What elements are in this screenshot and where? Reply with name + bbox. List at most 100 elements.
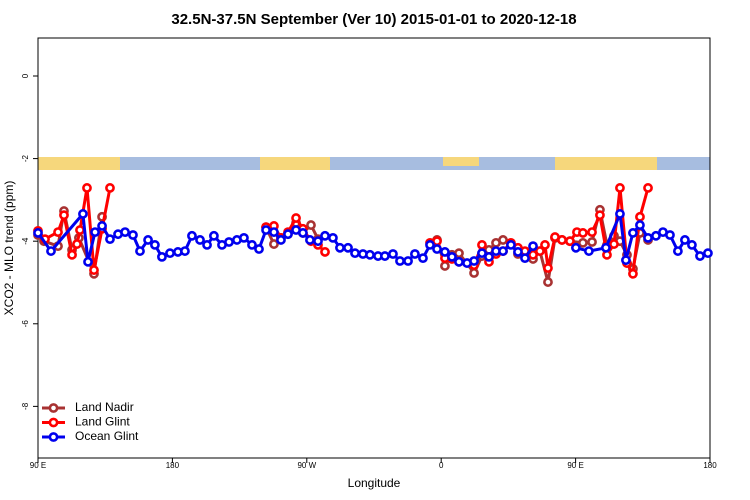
data-point	[143, 235, 153, 245]
data-point	[506, 240, 516, 250]
data-point	[665, 230, 675, 240]
data-point	[320, 230, 330, 241]
data-point	[440, 247, 450, 257]
data-point	[425, 240, 435, 250]
data-point	[578, 237, 588, 248]
legend-label: Land Glint	[75, 415, 130, 429]
data-point	[313, 236, 323, 247]
x-tick-label: 180	[166, 461, 180, 470]
data-point	[583, 246, 594, 256]
data-point	[672, 246, 683, 256]
data-point	[261, 225, 271, 235]
data-point	[410, 249, 420, 259]
data-point	[615, 183, 625, 193]
legend-marker	[48, 432, 59, 442]
y-tick-label: -6	[21, 320, 30, 328]
data-point	[180, 246, 190, 256]
data-point	[328, 232, 338, 243]
data-point	[695, 251, 705, 261]
x-axis-label: Longitude	[348, 476, 401, 490]
data-point	[477, 248, 487, 259]
data-point	[343, 242, 353, 253]
data-point	[202, 240, 212, 250]
legend-marker	[48, 417, 59, 428]
data-point	[187, 230, 197, 241]
data-point	[601, 242, 611, 253]
data-point	[635, 211, 645, 222]
data-point	[513, 247, 523, 257]
data-point	[469, 256, 479, 266]
data-point	[440, 261, 450, 271]
legend-marker	[48, 403, 59, 413]
data-point	[72, 239, 82, 249]
data-point	[621, 255, 631, 266]
land-strip	[260, 157, 330, 170]
data-point	[528, 241, 538, 252]
data-point	[651, 230, 661, 241]
data-point	[565, 236, 575, 247]
ocean-strip	[38, 157, 710, 170]
data-point	[643, 183, 653, 193]
data-point	[83, 256, 93, 267]
data-point	[498, 235, 508, 245]
chart-title: 32.5N-37.5N September (Ver 10) 2015-01-0…	[171, 11, 576, 28]
series	[33, 209, 713, 268]
plot-frame	[37, 37, 711, 459]
data-point	[46, 246, 56, 256]
data-point	[570, 242, 581, 253]
land-ocean-strip	[38, 157, 710, 170]
data-point	[120, 227, 130, 238]
legend-label: Land Nadir	[75, 400, 134, 414]
data-point	[97, 221, 107, 231]
data-point	[239, 232, 249, 243]
data-point	[454, 248, 464, 259]
data-point	[269, 239, 279, 249]
data-point	[643, 232, 653, 243]
data-point	[335, 242, 345, 253]
data-point	[59, 210, 69, 221]
data-point	[543, 263, 553, 273]
data-point	[388, 249, 398, 259]
data-point	[680, 235, 690, 245]
data-point	[454, 256, 464, 267]
data-point	[283, 229, 293, 240]
data-point	[82, 183, 92, 193]
data-point	[628, 268, 638, 279]
x-tick-label: 90 E	[30, 461, 46, 470]
data-point	[380, 251, 390, 261]
data-point	[291, 213, 301, 223]
data-point	[484, 251, 494, 262]
data-point	[105, 234, 115, 245]
data-point	[477, 240, 487, 250]
data-point	[157, 251, 167, 262]
data-point	[209, 230, 219, 241]
x-tick-label: 180	[703, 461, 717, 470]
data-point	[298, 228, 308, 238]
data-point	[254, 244, 264, 254]
data-point	[105, 183, 115, 193]
data-point	[687, 240, 697, 250]
data-point	[247, 240, 257, 250]
data-point	[75, 225, 85, 235]
data-point	[135, 246, 145, 256]
data-point	[395, 256, 405, 266]
data-point	[447, 251, 457, 262]
data-point	[557, 235, 567, 245]
data-point	[90, 227, 100, 238]
data-point	[635, 220, 645, 230]
data-point	[578, 228, 588, 238]
y-tick-label: -8	[21, 402, 30, 410]
data-point	[628, 228, 638, 238]
data-point	[609, 239, 619, 249]
data-point	[498, 246, 508, 256]
data-point	[320, 247, 330, 257]
data-point	[365, 249, 375, 260]
x-tick-label: 0	[439, 461, 444, 470]
data-point	[703, 248, 713, 259]
x-tick-label: 90 W	[297, 461, 316, 470]
data-point	[469, 268, 479, 278]
data-point	[276, 235, 286, 245]
data-point	[128, 230, 138, 240]
data-point	[432, 244, 442, 254]
data-point	[587, 237, 597, 247]
